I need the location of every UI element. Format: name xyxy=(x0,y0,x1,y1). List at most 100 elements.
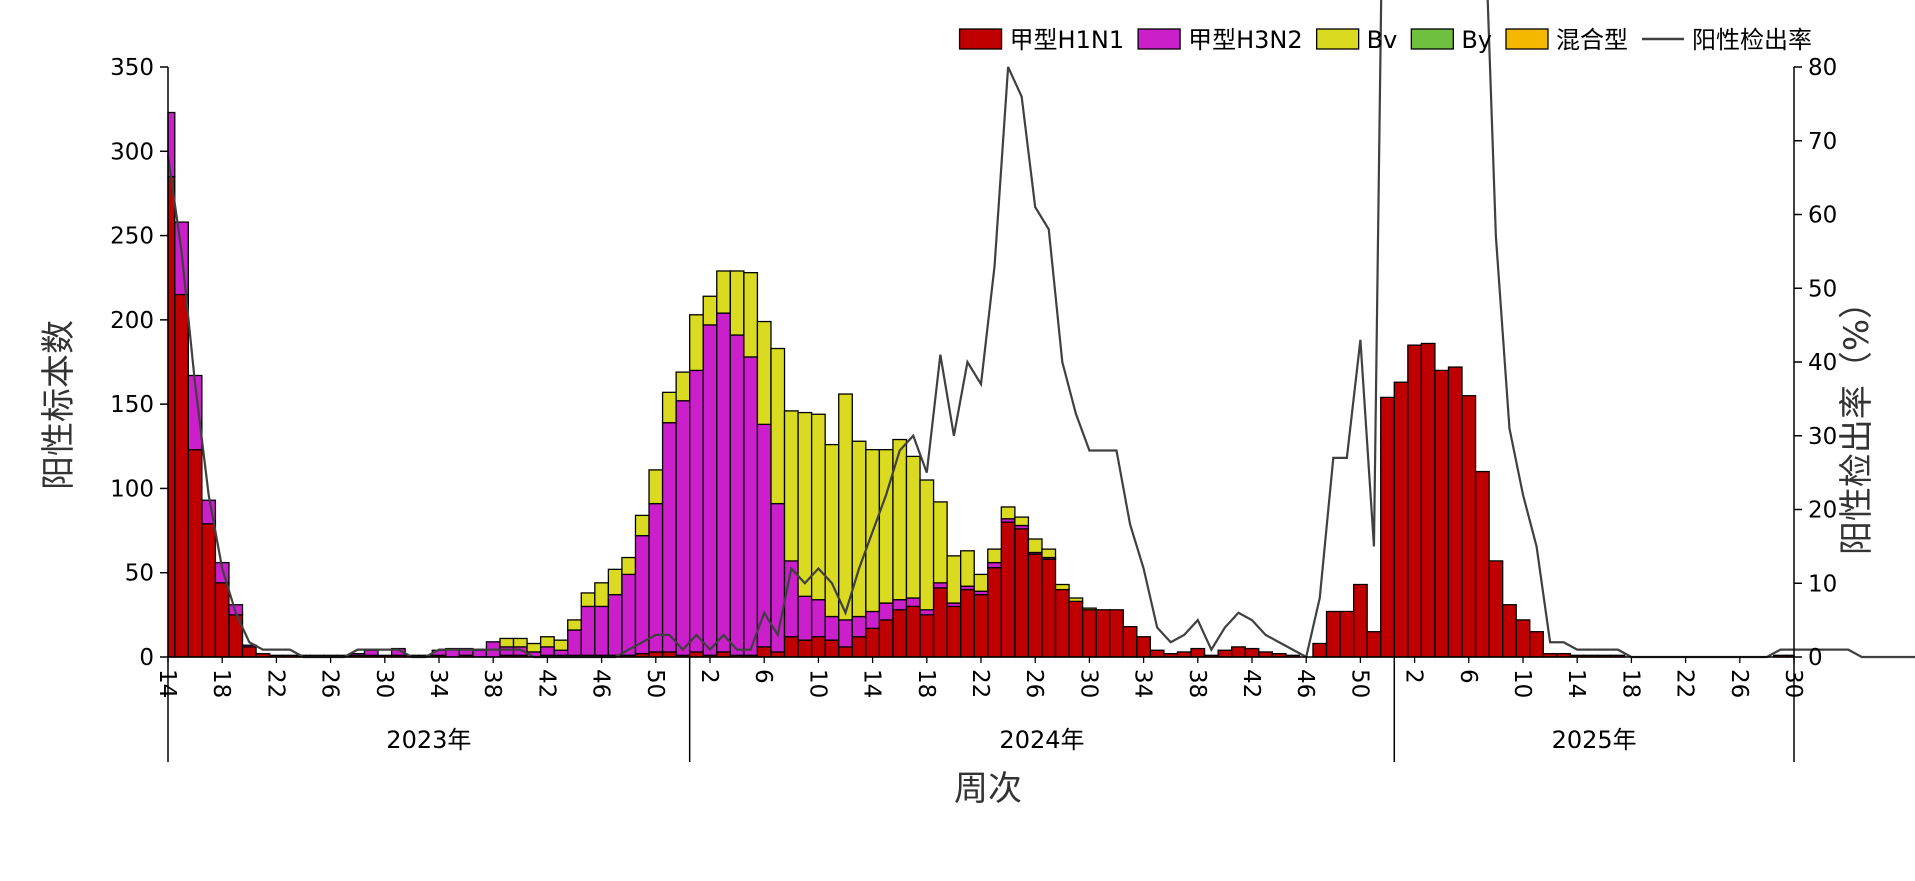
bar-Bv-68 xyxy=(1081,607,1097,611)
bar-H3N2-47 xyxy=(797,595,813,641)
x-tick-label: 38 xyxy=(479,669,505,698)
bar-H1N1-55 xyxy=(905,605,921,658)
bar-H3N2-57 xyxy=(932,582,948,589)
x-tick-label: 6 xyxy=(750,669,776,684)
x-tick-label: 14 xyxy=(154,669,180,698)
bar-H1N1-96 xyxy=(1461,395,1477,658)
bar-H3N2-25 xyxy=(499,646,515,656)
bar-Bv-37 xyxy=(661,391,677,424)
bar-H1N1-48 xyxy=(810,636,826,658)
x-tick-label: 26 xyxy=(317,669,343,698)
y-left-tick-label: 350 xyxy=(110,55,154,81)
bar-Bv-50 xyxy=(838,393,853,621)
bar-Bv-58 xyxy=(946,555,962,604)
legend-label: 甲型H3N2 xyxy=(1188,26,1303,54)
y-axis-right-title: 阳性检出率（%） xyxy=(1837,285,1877,555)
bar-H1N1-65 xyxy=(1041,558,1057,658)
year-label: 2024年 xyxy=(999,726,1084,754)
bar-Bv-49 xyxy=(824,443,840,618)
bar-H1N1-94 xyxy=(1434,369,1450,658)
bar-Bv-33 xyxy=(607,568,623,596)
legend-label: Bv xyxy=(1367,26,1398,54)
bar-Bv-39 xyxy=(689,314,704,372)
bar-Bv-42 xyxy=(729,270,745,336)
bar-H1N1-54 xyxy=(892,609,908,658)
bar-H1N1-68 xyxy=(1081,609,1097,658)
x-tick-label: 18 xyxy=(1617,669,1643,698)
bar-H1N1-99 xyxy=(1502,604,1517,658)
bar-H1N1-50 xyxy=(838,646,853,658)
bar-H1N1-60 xyxy=(973,593,989,658)
bar-Bv-57 xyxy=(932,501,948,584)
bar-H3N2-29 xyxy=(553,649,569,656)
bar-Bv-51 xyxy=(851,440,867,618)
y-right-tick-label: 20 xyxy=(1808,498,1837,524)
axes-layer: 0501001502002503003500102030405060708014… xyxy=(110,55,1837,762)
bar-H3N2-38 xyxy=(675,400,691,656)
bar-H1N1-100 xyxy=(1515,619,1531,658)
x-tick-label: 10 xyxy=(1509,669,1535,698)
bar-Bv-56 xyxy=(919,479,935,611)
x-tick-label: 38 xyxy=(1184,669,1210,698)
bar-H3N2-35 xyxy=(634,534,650,655)
bar-H1N1-59 xyxy=(960,588,975,658)
y-right-tick-label: 80 xyxy=(1808,55,1837,81)
x-tick-label: 42 xyxy=(1238,669,1264,698)
bar-H3N2-51 xyxy=(851,615,867,638)
bar-Bv-35 xyxy=(634,514,650,537)
bar-H1N1-101 xyxy=(1529,631,1544,658)
y-axis-left-title: 阳性标本数 xyxy=(39,320,79,490)
bar-H1N1-85 xyxy=(1312,642,1328,658)
bar-H3N2-30 xyxy=(567,629,582,656)
legend-swatch xyxy=(1410,28,1454,50)
bar-H1N1-92 xyxy=(1407,344,1423,658)
bars-layer xyxy=(167,111,1795,658)
x-tick-label: 22 xyxy=(262,669,288,698)
bar-H1N1-37 xyxy=(661,651,677,658)
bar-Bv-47 xyxy=(797,411,813,597)
bar-H3N2-14 xyxy=(350,652,366,656)
bar-H1N1-73 xyxy=(1149,649,1165,658)
bar-H1N1-86 xyxy=(1325,610,1341,658)
bar-Bv-55 xyxy=(905,455,921,599)
bar-H3N2-39 xyxy=(689,369,704,653)
bar-H1N1-3 xyxy=(201,523,217,658)
y-right-tick-label: 70 xyxy=(1808,129,1837,155)
bar-H1N1-45 xyxy=(770,651,786,658)
year-label: 2023年 xyxy=(386,726,471,754)
x-tick-label: 14 xyxy=(1563,669,1589,698)
bar-H1N1-51 xyxy=(851,636,867,658)
bar-H1N1-0 xyxy=(167,175,176,658)
bar-Bv-36 xyxy=(648,469,664,505)
bar-H3N2-15 xyxy=(363,649,379,656)
bar-H1N1-47 xyxy=(797,639,813,658)
bar-H3N2-48 xyxy=(810,599,826,638)
bar-H1N1-67 xyxy=(1068,600,1084,658)
bar-Bv-44 xyxy=(756,320,772,426)
x-tick-label: 30 xyxy=(1075,669,1101,698)
bar-Bv-32 xyxy=(594,582,610,608)
bar-H1N1-36 xyxy=(648,651,664,658)
x-tick-label: 2 xyxy=(1401,669,1427,684)
bar-H1N1-93 xyxy=(1420,342,1436,658)
y-left-tick-label: 300 xyxy=(110,139,154,165)
legend-label: By xyxy=(1461,26,1492,54)
bar-H3N2-31 xyxy=(580,605,596,656)
x-tick-label: 26 xyxy=(1021,669,1047,698)
x-tick-label: 34 xyxy=(1130,669,1156,698)
bar-H1N1-80 xyxy=(1244,647,1260,658)
bar-H1N1-70 xyxy=(1109,609,1124,658)
bar-H1N1-61 xyxy=(987,567,1002,658)
bar-H3N2-36 xyxy=(648,502,664,653)
legend-label: 阳性检出率 xyxy=(1692,26,1812,54)
bar-Bv-62 xyxy=(1000,506,1016,520)
bar-H1N1-76 xyxy=(1190,647,1206,658)
bar-Bv-29 xyxy=(553,639,569,651)
bar-Bv-25 xyxy=(499,637,515,648)
legend-label: 混合型 xyxy=(1556,26,1628,54)
bar-H3N2-52 xyxy=(865,610,881,629)
bar-H1N1-63 xyxy=(1014,528,1030,658)
bar-Bv-26 xyxy=(512,637,528,648)
x-tick-label: 10 xyxy=(804,669,830,698)
bar-H3N2-43 xyxy=(743,356,759,656)
